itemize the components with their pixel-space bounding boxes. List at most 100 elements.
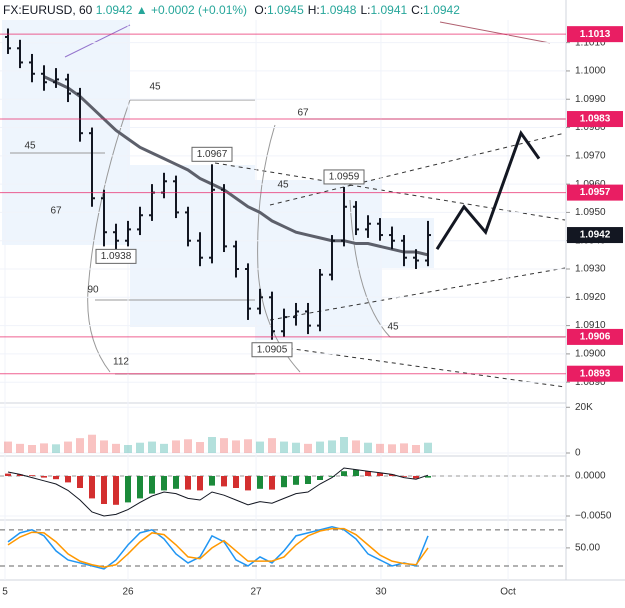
last-price: 1.0942 <box>95 3 133 17</box>
callout-box <box>95 248 137 264</box>
y-tick-label: 1.0980 <box>575 122 606 133</box>
volume-bar <box>76 438 84 453</box>
y-tick-label: 1.0920 <box>575 292 606 303</box>
level-badge <box>567 328 623 345</box>
y-tick-label: 1.0930 <box>575 264 606 275</box>
callout-label: 1.0967 <box>197 149 228 160</box>
y-tick-label: 20K <box>575 402 593 413</box>
symbol: FX:EURUSD, 60 <box>3 3 93 17</box>
macd-bar <box>221 476 227 487</box>
volume-bar <box>124 445 132 453</box>
profile-box <box>2 20 130 245</box>
macd-bar <box>5 473 11 476</box>
fib-label: 45 <box>387 322 399 333</box>
volume-bar <box>316 441 324 453</box>
forecast-path <box>435 129 541 251</box>
macd-bar <box>41 476 47 478</box>
volume-bar <box>400 443 408 453</box>
level-label: 1.0957 <box>580 187 611 198</box>
fib-label: 90 <box>87 285 99 296</box>
macd-bar <box>53 476 59 480</box>
moving-average <box>43 75 429 257</box>
volume-bar <box>232 440 240 453</box>
y-tick-label: 1.0970 <box>575 150 606 161</box>
volume-bar <box>364 442 372 453</box>
y-tick-label: 1.1010 <box>575 37 606 48</box>
trend-line <box>264 344 566 388</box>
ohlc-value: 1.0945 <box>267 3 304 17</box>
macd-bar <box>29 475 35 476</box>
volume-bar <box>40 443 48 453</box>
macd-bar <box>113 476 119 505</box>
x-tick-label: 26 <box>122 587 134 598</box>
last-price-badge <box>567 227 623 244</box>
macd-bar <box>365 471 371 476</box>
trend-line <box>439 21 551 44</box>
volume-bar <box>376 443 384 453</box>
volume-bar <box>148 441 156 453</box>
macd-bar <box>125 476 131 503</box>
macd-bar <box>77 476 83 488</box>
volume-bar <box>100 440 108 453</box>
macd-bar <box>329 476 335 477</box>
ohlc-key: L: <box>360 3 371 17</box>
y-tick-label: 1.0910 <box>575 320 606 331</box>
volume-bar <box>112 443 120 453</box>
fib-label: 45 <box>24 141 36 152</box>
macd-bar <box>353 469 359 476</box>
volume-bar <box>280 441 288 453</box>
macd-bar <box>257 476 263 489</box>
y-tick-label: 1.0990 <box>575 94 606 105</box>
volume-bar <box>28 445 36 453</box>
macd-bar <box>173 476 179 489</box>
macd-bar <box>305 476 311 484</box>
ohlc-value: 1.0941 <box>370 3 408 17</box>
macd-bar <box>389 474 395 476</box>
level-label: 1.1013 <box>580 29 611 40</box>
macd-bar <box>317 476 323 480</box>
fib-label: 112 <box>113 357 129 368</box>
level-label: 1.0983 <box>580 114 611 125</box>
macd-bar <box>233 476 239 488</box>
y-tick-label: 50.00 <box>575 543 600 554</box>
x-tick-label: Oct <box>500 587 516 598</box>
x-tick-label: 27 <box>250 587 262 598</box>
y-tick-label: 1.1000 <box>575 66 606 77</box>
pitchfork-curve <box>87 99 131 373</box>
macd-bar <box>17 474 23 476</box>
macd-bar <box>161 476 167 491</box>
header: FX:EURUSD, 60 1.0942 ▲ +0.0002 (+0.01%) … <box>3 3 460 17</box>
macd-bar <box>149 476 155 494</box>
pitchfork-curve <box>349 199 391 338</box>
volume-bar <box>328 440 336 453</box>
macd-bar <box>89 476 95 499</box>
fib-label: 45 <box>277 180 289 191</box>
volume-bar <box>208 437 216 453</box>
callout-box <box>251 342 293 358</box>
level-badge <box>567 111 623 128</box>
trend-line <box>214 162 566 221</box>
macd-bar <box>413 476 419 479</box>
trend-line <box>64 24 131 58</box>
x-tick-label: 30 <box>375 587 387 598</box>
volume-bar <box>304 443 312 453</box>
ohlc-value: 1.0948 <box>319 3 357 17</box>
ohlc-key: C: <box>411 3 424 17</box>
ohlc-value: 1.0942 <box>423 3 460 17</box>
profile-box <box>255 180 382 340</box>
y-tick-label: 1.0900 <box>575 349 606 360</box>
volume-bar <box>244 439 252 453</box>
pitchfork-curve <box>257 124 301 373</box>
y-tick-label: 1.0950 <box>575 207 606 218</box>
macd-bar <box>341 471 347 476</box>
y-tick-label: 0.0000 <box>575 471 606 482</box>
ohlc-key: O: <box>254 3 268 17</box>
level-label: 1.0893 <box>580 368 611 379</box>
fib-label: 67 <box>50 206 62 217</box>
callout-label: 1.0905 <box>257 344 288 355</box>
y-tick-label: 1.0960 <box>575 179 606 190</box>
y-tick-label: −0.0050 <box>575 511 612 522</box>
y-tick-label: 1.0890 <box>575 377 606 388</box>
macd-line <box>7 467 429 517</box>
